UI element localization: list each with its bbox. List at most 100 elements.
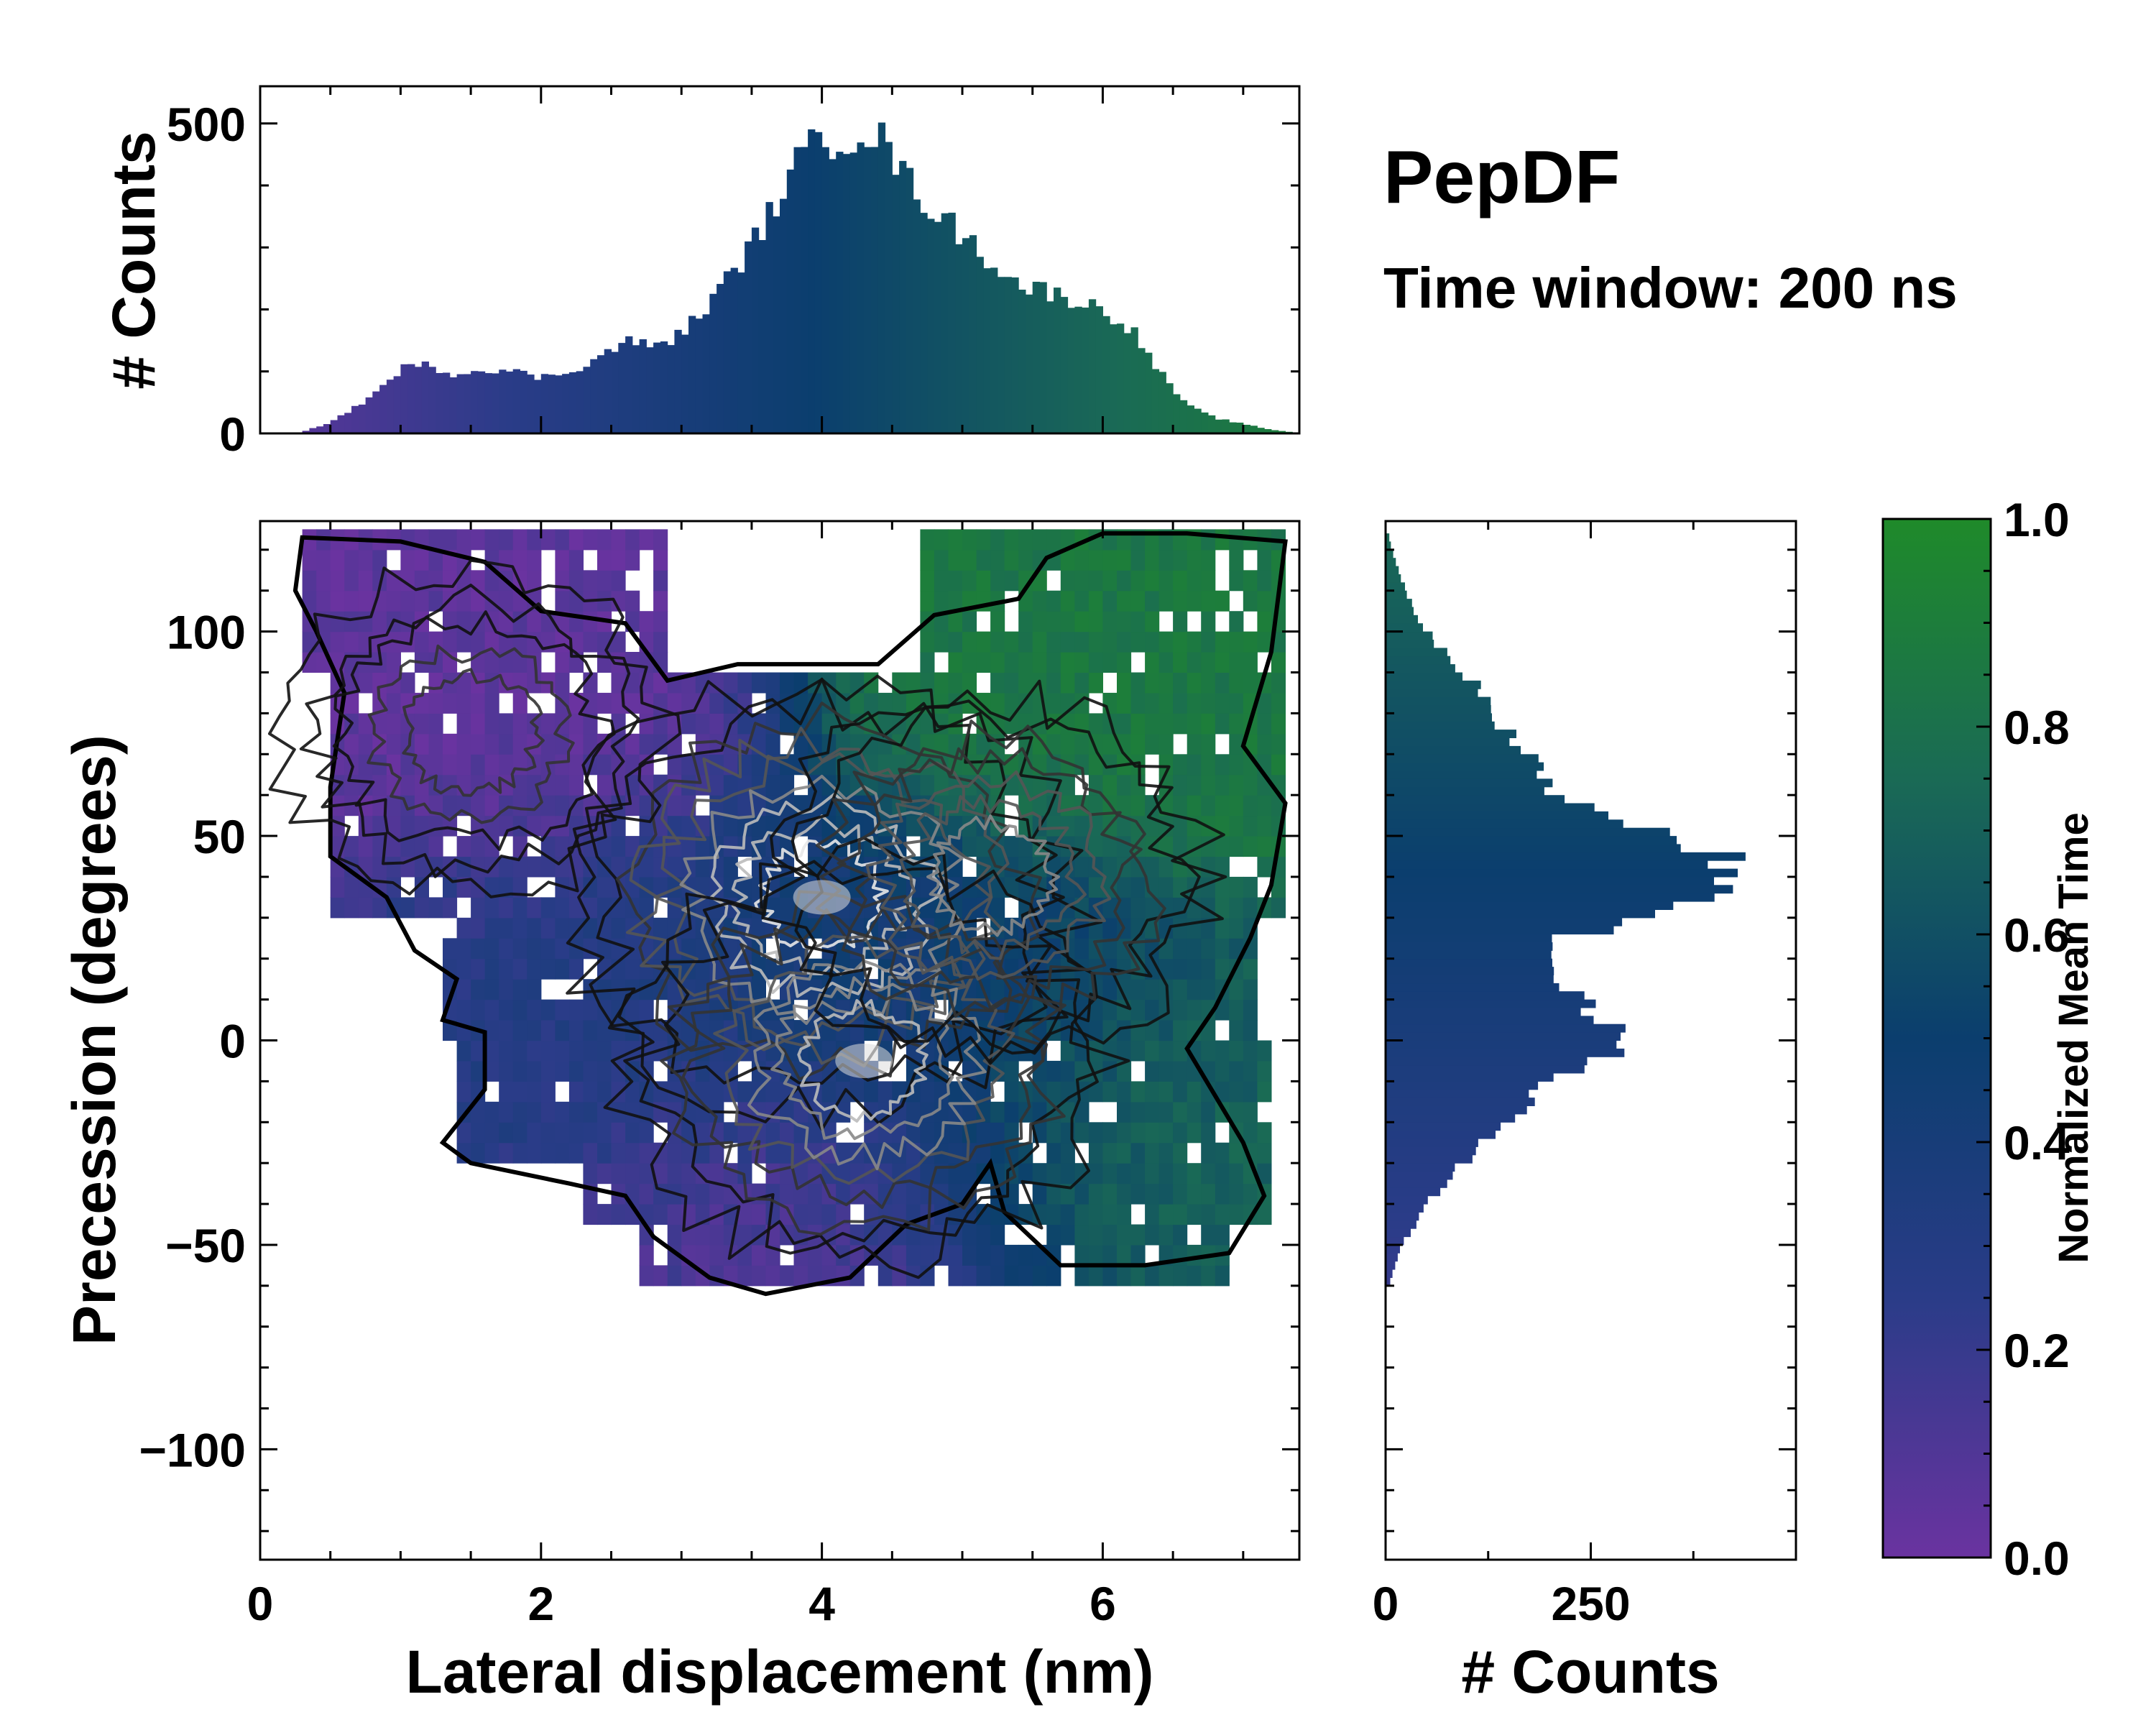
top-histogram-bar: [471, 371, 479, 433]
heatmap-cell: [962, 1244, 977, 1266]
heatmap-cell: [456, 754, 471, 776]
heatmap-cell: [611, 1204, 626, 1225]
heatmap-cell: [990, 549, 1005, 571]
heatmap-cell: [583, 631, 598, 653]
heatmap-cell: [443, 795, 458, 816]
top-histogram-bar: [400, 364, 408, 433]
top-histogram-bar: [765, 202, 773, 433]
top-histogram-bar: [632, 345, 640, 433]
heatmap-cell: [892, 1244, 907, 1266]
heatmap-cell: [499, 1081, 514, 1103]
top-histogram-bars: [302, 122, 1293, 433]
heatmap-cell: [1074, 938, 1089, 960]
heatmap-cell: [428, 529, 443, 551]
heatmap-cell: [920, 631, 935, 653]
right-histogram-bar: [1386, 1236, 1404, 1246]
heatmap-cell: [471, 795, 486, 816]
right-histogram-bar: [1386, 1040, 1617, 1049]
heatmap-cell: [976, 529, 991, 551]
top-histogram-bar: [562, 374, 570, 433]
top-histogram-bar: [1074, 306, 1082, 433]
heatmap-cell: [540, 1040, 556, 1062]
heatmap-cell: [471, 836, 486, 857]
top-histogram-bar: [808, 129, 816, 433]
top-histogram-bar: [829, 159, 837, 433]
heatmap-cell: [330, 897, 345, 919]
heatmap-cell: [1004, 1265, 1019, 1287]
heatmap-cell: [1145, 897, 1160, 919]
colorbar-tick-label: 0.0: [2004, 1532, 2070, 1585]
heatmap-cell: [793, 1101, 808, 1123]
heatmap-cell: [639, 774, 654, 796]
heatmap-cell: [1088, 713, 1103, 735]
top-histogram-bar: [484, 373, 492, 433]
heatmap-cell: [443, 897, 458, 919]
right-histogram-bar: [1386, 1073, 1554, 1082]
heatmap-cell: [527, 897, 542, 919]
heatmap-cell: [836, 672, 851, 694]
heatmap-cell: [1173, 1020, 1188, 1041]
heatmap-cell: [344, 795, 359, 816]
heatmap-cell: [751, 876, 766, 898]
heatmap-cell: [1074, 631, 1089, 653]
heatmap-cell: [948, 549, 963, 571]
x-tick-label: 0: [247, 1577, 274, 1630]
right-histogram-bar: [1386, 1253, 1398, 1262]
top-histogram-bar: [786, 169, 795, 433]
top-histogram-bar: [344, 413, 352, 433]
heatmap-cell: [793, 1204, 808, 1225]
heatmap-cell: [555, 958, 570, 980]
heatmap-cell: [1130, 999, 1146, 1021]
heatmap-cell: [1102, 631, 1118, 653]
heatmap-cell: [1173, 1040, 1188, 1062]
heatmap-cell: [1145, 1060, 1160, 1082]
heatmap-cell: [540, 529, 556, 551]
heatmap-cell: [1243, 1183, 1258, 1205]
heatmap-cell: [667, 795, 682, 816]
heatmap-cell: [540, 1020, 556, 1041]
heatmap-cell: [1201, 733, 1216, 755]
heatmap-cell: [1229, 713, 1244, 735]
heatmap-cell: [1032, 1163, 1047, 1184]
heatmap-cell: [330, 611, 345, 632]
heatmap-cell: [1215, 1183, 1230, 1205]
heatmap-cell: [597, 1081, 612, 1103]
top-histogram-bar: [864, 147, 872, 433]
heatmap-cell: [639, 1244, 654, 1266]
heatmap-cell: [512, 1122, 528, 1144]
heatmap-cell: [1117, 1020, 1132, 1041]
heatmap-cell: [948, 529, 963, 551]
right-histogram-xlabel: # Counts: [1461, 1638, 1719, 1706]
heatmap-cell: [597, 1142, 612, 1164]
heatmap-cell: [484, 631, 499, 653]
heatmap-cell: [583, 692, 598, 714]
right-histogram-bar: [1386, 566, 1399, 575]
heatmap-cell: [681, 754, 696, 776]
heatmap-cell: [583, 1101, 598, 1123]
heatmap-cell: [456, 917, 471, 939]
heatmap-cell: [555, 1101, 570, 1123]
heatmap-cell: [428, 692, 443, 714]
heatmap-cell: [512, 795, 528, 816]
heatmap-cell: [1215, 1265, 1230, 1287]
heatmap-cell: [1187, 754, 1202, 776]
heatmap-cell: [1158, 1040, 1174, 1062]
heatmap-cell: [1074, 836, 1089, 857]
heatmap-cell: [1060, 1060, 1075, 1082]
colorbar-ticks: 0.0 0.2 0.4 0.6 0.8 1.0: [1976, 493, 2070, 1585]
heatmap-cell: [1271, 652, 1286, 673]
top-histogram-bar: [885, 142, 893, 433]
heatmap-cell: [1215, 1040, 1230, 1062]
heatmap-cell: [737, 1265, 752, 1287]
heatmap-cell: [849, 1224, 865, 1246]
heatmap-cell: [1117, 1142, 1132, 1164]
right-histogram-bar: [1386, 574, 1401, 583]
heatmap-cell: [765, 1265, 780, 1287]
heatmap-cell: [1158, 1020, 1174, 1041]
heatmap-cell: [555, 938, 570, 960]
heatmap-cell: [1130, 1244, 1146, 1266]
top-y-tick-label: 0: [219, 408, 246, 461]
right-histogram-bar: [1386, 770, 1537, 779]
heatmap-cell: [1130, 549, 1146, 571]
heatmap-cell: [1173, 754, 1188, 776]
